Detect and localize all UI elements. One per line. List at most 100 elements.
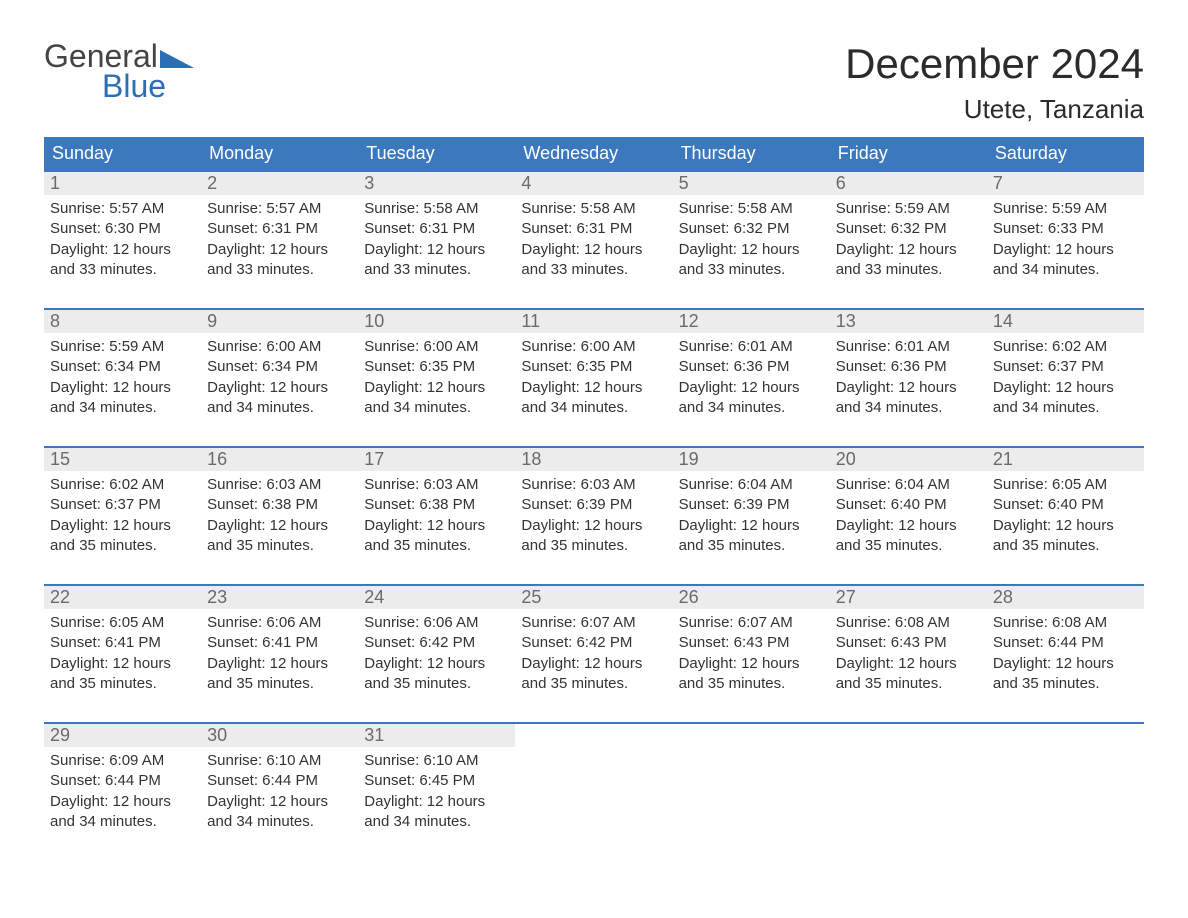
daylight-line: Daylight: 12 hours and 35 minutes. — [364, 654, 509, 695]
day-number: 17 — [358, 448, 515, 471]
sunrise-line: Sunrise: 6:08 AM — [993, 613, 1138, 633]
day-cell: 16Sunrise: 6:03 AMSunset: 6:38 PMDayligh… — [201, 448, 358, 566]
daylight-line: Daylight: 12 hours and 33 minutes. — [207, 240, 352, 281]
day-number: 23 — [201, 586, 358, 609]
day-body: Sunrise: 6:08 AMSunset: 6:44 PMDaylight:… — [987, 609, 1144, 696]
day-number: 4 — [515, 172, 672, 195]
daylight-line: Daylight: 12 hours and 34 minutes. — [50, 792, 195, 833]
sunrise-line: Sunrise: 6:00 AM — [207, 337, 352, 357]
daylight-line: Daylight: 12 hours and 35 minutes. — [521, 654, 666, 695]
day-cell: 27Sunrise: 6:08 AMSunset: 6:43 PMDayligh… — [830, 586, 987, 704]
day-number: 30 — [201, 724, 358, 747]
day-cell: 9Sunrise: 6:00 AMSunset: 6:34 PMDaylight… — [201, 310, 358, 428]
day-number: 15 — [44, 448, 201, 471]
daylight-line: Daylight: 12 hours and 34 minutes. — [993, 240, 1138, 281]
day-cell: 12Sunrise: 6:01 AMSunset: 6:36 PMDayligh… — [673, 310, 830, 428]
daylight-line: Daylight: 12 hours and 35 minutes. — [50, 516, 195, 557]
sunrise-line: Sunrise: 5:57 AM — [207, 199, 352, 219]
sunrise-line: Sunrise: 6:03 AM — [364, 475, 509, 495]
day-cell: 20Sunrise: 6:04 AMSunset: 6:40 PMDayligh… — [830, 448, 987, 566]
daylight-line: Daylight: 12 hours and 34 minutes. — [207, 378, 352, 419]
sunrise-line: Sunrise: 6:05 AM — [993, 475, 1138, 495]
page-title: December 2024 — [845, 40, 1144, 88]
day-number: 12 — [673, 310, 830, 333]
daylight-line: Daylight: 12 hours and 33 minutes. — [50, 240, 195, 281]
day-body: Sunrise: 5:59 AMSunset: 6:32 PMDaylight:… — [830, 195, 987, 282]
daylight-line: Daylight: 12 hours and 33 minutes. — [836, 240, 981, 281]
day-cell — [830, 724, 987, 842]
sunrise-line: Sunrise: 5:59 AM — [50, 337, 195, 357]
day-number: 22 — [44, 586, 201, 609]
sunrise-line: Sunrise: 6:07 AM — [679, 613, 824, 633]
week-row: 15Sunrise: 6:02 AMSunset: 6:37 PMDayligh… — [44, 446, 1144, 566]
daylight-line: Daylight: 12 hours and 35 minutes. — [836, 654, 981, 695]
sunrise-line: Sunrise: 6:03 AM — [521, 475, 666, 495]
day-cell: 2 Sunrise: 5:57 AMSunset: 6:31 PMDaylight… — [201, 172, 358, 290]
sunrise-line: Sunrise: 6:10 AM — [364, 751, 509, 771]
day-body: Sunrise: 6:06 AMSunset: 6:42 PMDaylight:… — [358, 609, 515, 696]
sunset-line: Sunset: 6:37 PM — [993, 357, 1138, 377]
sunrise-line: Sunrise: 5:59 AM — [836, 199, 981, 219]
day-number: 24 — [358, 586, 515, 609]
day-cell: 3Sunrise: 5:58 AMSunset: 6:31 PMDaylight… — [358, 172, 515, 290]
sunrise-line: Sunrise: 6:00 AM — [364, 337, 509, 357]
day-cell: 28Sunrise: 6:08 AMSunset: 6:44 PMDayligh… — [987, 586, 1144, 704]
sunset-line: Sunset: 6:45 PM — [364, 771, 509, 791]
day-number: 10 — [358, 310, 515, 333]
day-cell: 24Sunrise: 6:06 AMSunset: 6:42 PMDayligh… — [358, 586, 515, 704]
day-cell: 18Sunrise: 6:03 AMSunset: 6:39 PMDayligh… — [515, 448, 672, 566]
sunset-line: Sunset: 6:36 PM — [836, 357, 981, 377]
brand-word2: Blue — [102, 72, 194, 101]
daylight-line: Daylight: 12 hours and 35 minutes. — [836, 516, 981, 557]
day-body: Sunrise: 6:04 AMSunset: 6:40 PMDaylight:… — [830, 471, 987, 558]
day-number: 20 — [830, 448, 987, 471]
sunrise-line: Sunrise: 6:04 AM — [836, 475, 981, 495]
daylight-line: Daylight: 12 hours and 33 minutes. — [521, 240, 666, 281]
sunset-line: Sunset: 6:41 PM — [50, 633, 195, 653]
day-number: 29 — [44, 724, 201, 747]
day-number: 27 — [830, 586, 987, 609]
sunrise-line: Sunrise: 6:04 AM — [679, 475, 824, 495]
sunset-line: Sunset: 6:37 PM — [50, 495, 195, 515]
header: General Blue December 2024 Utete, Tanzan… — [44, 40, 1144, 125]
sunset-line: Sunset: 6:33 PM — [993, 219, 1138, 239]
daylight-line: Daylight: 12 hours and 34 minutes. — [364, 378, 509, 419]
sunset-line: Sunset: 6:36 PM — [679, 357, 824, 377]
sunrise-line: Sunrise: 6:07 AM — [521, 613, 666, 633]
day-body: Sunrise: 6:02 AMSunset: 6:37 PMDaylight:… — [44, 471, 201, 558]
brand-logo: General Blue — [44, 40, 194, 101]
day-body: Sunrise: 5:57 AMSunset: 6:30 PMDaylight:… — [44, 195, 201, 282]
day-number: 28 — [987, 586, 1144, 609]
sunset-line: Sunset: 6:43 PM — [679, 633, 824, 653]
sunset-line: Sunset: 6:39 PM — [679, 495, 824, 515]
day-cell: 10Sunrise: 6:00 AMSunset: 6:35 PMDayligh… — [358, 310, 515, 428]
day-cell: 17Sunrise: 6:03 AMSunset: 6:38 PMDayligh… — [358, 448, 515, 566]
day-cell: 6Sunrise: 5:59 AMSunset: 6:32 PMDaylight… — [830, 172, 987, 290]
day-body: Sunrise: 6:10 AMSunset: 6:45 PMDaylight:… — [358, 747, 515, 834]
sunset-line: Sunset: 6:43 PM — [836, 633, 981, 653]
sunset-line: Sunset: 6:32 PM — [836, 219, 981, 239]
day-body: Sunrise: 5:59 AMSunset: 6:34 PMDaylight:… — [44, 333, 201, 420]
sunset-line: Sunset: 6:32 PM — [679, 219, 824, 239]
day-number: 26 — [673, 586, 830, 609]
sunrise-line: Sunrise: 6:01 AM — [679, 337, 824, 357]
weekday-header-row: SundayMondayTuesdayWednesdayThursdayFrid… — [44, 137, 1144, 170]
day-number: 16 — [201, 448, 358, 471]
day-body: Sunrise: 5:59 AMSunset: 6:33 PMDaylight:… — [987, 195, 1144, 282]
sunset-line: Sunset: 6:35 PM — [521, 357, 666, 377]
sunrise-line: Sunrise: 6:10 AM — [207, 751, 352, 771]
sunset-line: Sunset: 6:34 PM — [50, 357, 195, 377]
daylight-line: Daylight: 12 hours and 34 minutes. — [50, 378, 195, 419]
daylight-line: Daylight: 12 hours and 35 minutes. — [993, 654, 1138, 695]
daylight-line: Daylight: 12 hours and 34 minutes. — [364, 792, 509, 833]
week-row: 8Sunrise: 5:59 AMSunset: 6:34 PMDaylight… — [44, 308, 1144, 428]
day-number: 2 — [201, 172, 358, 195]
sunset-line: Sunset: 6:31 PM — [207, 219, 352, 239]
sunset-line: Sunset: 6:40 PM — [993, 495, 1138, 515]
sunrise-line: Sunrise: 5:58 AM — [521, 199, 666, 219]
daylight-line: Daylight: 12 hours and 35 minutes. — [679, 516, 824, 557]
day-cell: 15Sunrise: 6:02 AMSunset: 6:37 PMDayligh… — [44, 448, 201, 566]
day-number: 5 — [673, 172, 830, 195]
daylight-line: Daylight: 12 hours and 34 minutes. — [207, 792, 352, 833]
daylight-line: Daylight: 12 hours and 35 minutes. — [50, 654, 195, 695]
